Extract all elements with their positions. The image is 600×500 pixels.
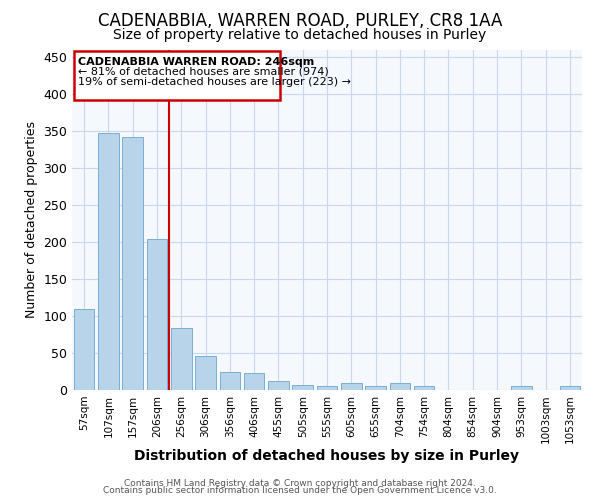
Bar — [365, 386, 386, 390]
Bar — [220, 372, 240, 390]
Bar — [195, 356, 216, 390]
Bar — [341, 384, 362, 390]
Bar — [146, 239, 167, 390]
Text: Size of property relative to detached houses in Purley: Size of property relative to detached ho… — [113, 28, 487, 42]
Text: Contains public sector information licensed under the Open Government Licence v3: Contains public sector information licen… — [103, 486, 497, 495]
Text: CADENABBIA, WARREN ROAD, PURLEY, CR8 1AA: CADENABBIA, WARREN ROAD, PURLEY, CR8 1AA — [98, 12, 502, 30]
Y-axis label: Number of detached properties: Number of detached properties — [25, 122, 38, 318]
Bar — [98, 133, 119, 390]
Bar — [268, 381, 289, 390]
Bar — [292, 385, 313, 390]
Bar — [171, 328, 191, 390]
Bar — [244, 373, 265, 390]
Bar — [74, 308, 94, 390]
Text: ← 81% of detached houses are smaller (974): ← 81% of detached houses are smaller (97… — [77, 67, 328, 77]
Bar — [389, 384, 410, 390]
Text: Contains HM Land Registry data © Crown copyright and database right 2024.: Contains HM Land Registry data © Crown c… — [124, 478, 476, 488]
Bar — [317, 386, 337, 390]
Bar — [122, 137, 143, 390]
Bar — [511, 386, 532, 390]
Bar — [414, 386, 434, 390]
FancyBboxPatch shape — [74, 52, 280, 100]
Text: 19% of semi-detached houses are larger (223) →: 19% of semi-detached houses are larger (… — [77, 78, 350, 88]
Bar — [560, 386, 580, 390]
X-axis label: Distribution of detached houses by size in Purley: Distribution of detached houses by size … — [134, 449, 520, 463]
Text: CADENABBIA WARREN ROAD: 246sqm: CADENABBIA WARREN ROAD: 246sqm — [77, 56, 314, 66]
